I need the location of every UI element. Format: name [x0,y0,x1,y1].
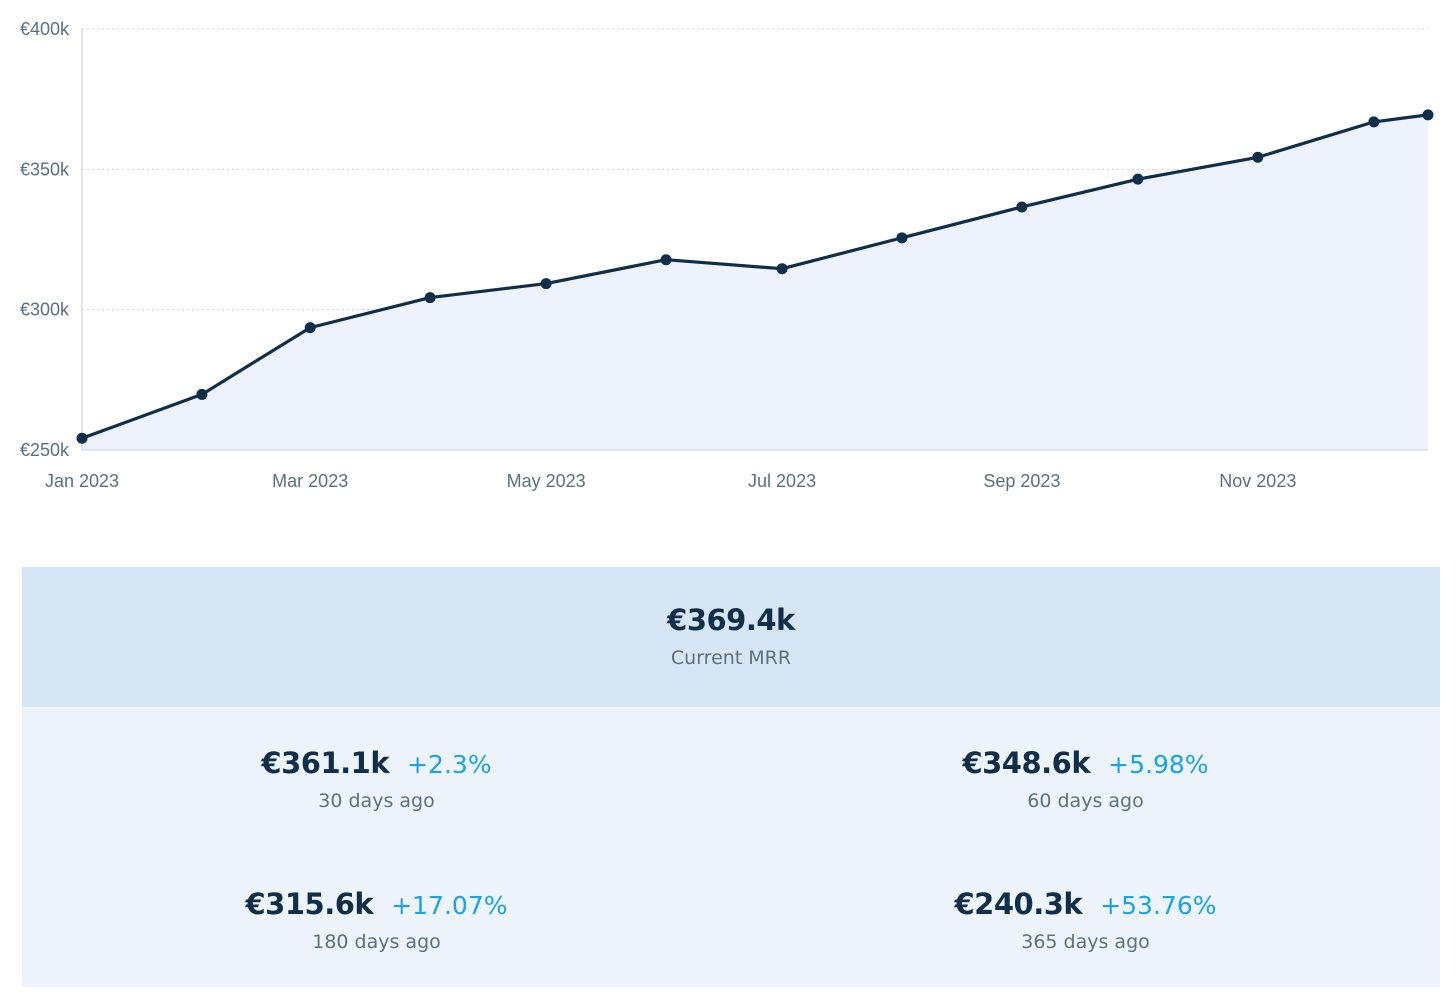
chart-area-layer [82,114,1428,450]
x-tick-label: Sep 2023 [983,471,1060,491]
stat-180-days: €315.6k +17.07% 180 days ago [22,886,731,956]
stat-180-days-value: €315.6k [245,887,374,921]
stat-60-days-value: €348.6k [962,746,1091,780]
stat-365-days-change: +53.76% [1100,891,1217,920]
y-tick-label: €250k [20,440,70,460]
x-tick-label: May 2023 [507,471,586,491]
data-point[interactable] [1132,173,1144,185]
chart-points [76,109,1434,444]
y-tick-label: €400k [20,19,70,39]
stat-365-days-label: 365 days ago [1021,931,1150,953]
x-tick-label: Jul 2023 [748,471,816,491]
data-point[interactable] [896,232,908,244]
y-axis-tick-labels: €250k €300k €350k €400k [20,19,70,460]
data-point[interactable] [1422,109,1434,121]
current-mrr-label: Current MRR [670,647,792,669]
stat-30-days-label: 30 days ago [318,790,435,812]
stat-365-days-value: €240.3k [954,887,1083,921]
x-tick-label: Nov 2023 [1219,471,1296,491]
data-point[interactable] [540,278,552,290]
mrr-summary-panel: €369.4k Current MRR €361.1k +2.3% 30 days… [22,567,1440,987]
data-point[interactable] [76,432,88,444]
data-point[interactable] [776,263,788,275]
data-point[interactable] [660,254,672,266]
area-fill [82,114,1428,450]
stat-60-days-label: 60 days ago [1027,790,1144,812]
stat-30-days: €361.1k +2.3% 30 days ago [22,745,731,815]
mrr-chart: €250k €300k €350k €400k Jan 2023 Mar 2023 May… [20,19,1434,491]
data-point[interactable] [304,322,316,334]
data-point[interactable] [424,292,436,304]
x-tick-label: Mar 2023 [272,471,348,491]
data-point[interactable] [1252,151,1264,163]
x-axis-tick-labels: Jan 2023 Mar 2023 May 2023 Jul 2023 Sep 2023… [45,471,1296,491]
current-mrr-value: €369.4k [667,603,795,637]
y-tick-label: €350k [20,159,70,179]
data-point[interactable] [196,388,208,400]
data-point[interactable] [1016,201,1028,213]
y-tick-label: €300k [20,300,70,320]
stat-180-days-change: +17.07% [391,891,508,920]
chart-axes [81,29,1428,451]
stat-60-days: €348.6k +5.98% 60 days ago [731,745,1440,815]
current-mrr-block: €369.4k Current MRR [22,567,1440,707]
stat-30-days-change: +2.3% [407,750,492,779]
stat-180-days-label: 180 days ago [312,931,441,953]
stat-60-days-change: +5.98% [1108,750,1209,779]
x-tick-label: Jan 2023 [45,471,119,491]
data-point[interactable] [1368,116,1380,128]
stat-365-days: €240.3k +53.76% 365 days ago [731,886,1440,956]
mrr-chart-svg: €250k €300k €350k €400k Jan 2023 Mar 2023 May… [20,19,1434,491]
stat-30-days-value: €361.1k [261,746,390,780]
